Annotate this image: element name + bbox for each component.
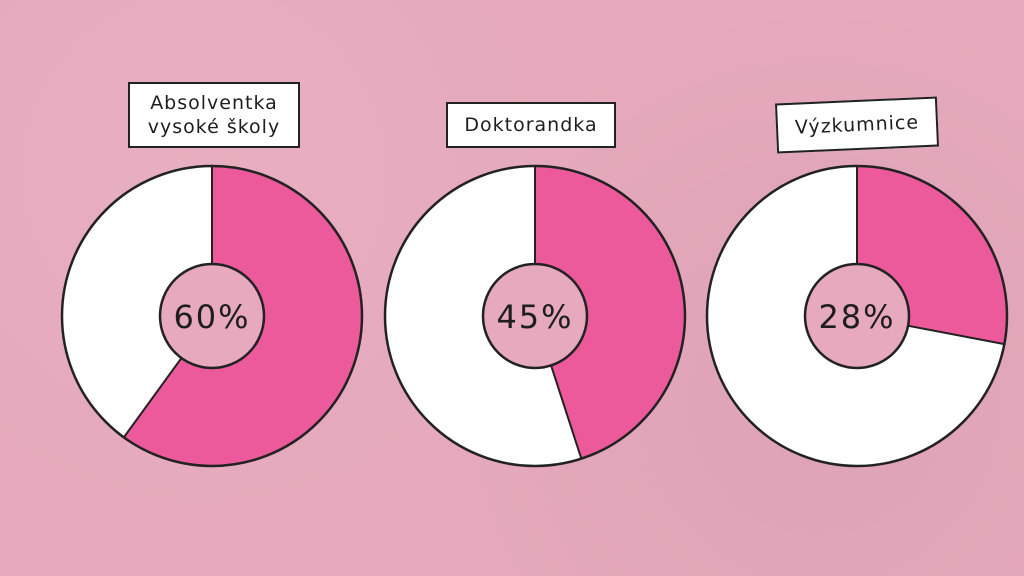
category-label-graduate: Absolventka vysoké školy — [128, 82, 300, 148]
donut-outline — [705, 164, 1009, 468]
value-slice — [535, 166, 685, 459]
donut-hole — [803, 262, 911, 370]
percent-label: 60% — [173, 298, 250, 336]
percent-label: 28% — [818, 298, 895, 336]
donut-outline — [383, 164, 687, 468]
category-label-line: Absolventka — [150, 92, 278, 114]
category-label-line: Doktorandka — [464, 114, 598, 136]
percent-label: 45% — [496, 298, 573, 336]
category-label-line: vysoké školy — [147, 116, 281, 138]
donut-outline — [60, 164, 364, 468]
category-label-phd-student: Doktorandka — [446, 102, 616, 148]
donut-hole — [158, 262, 266, 370]
donut-hole — [481, 262, 589, 370]
